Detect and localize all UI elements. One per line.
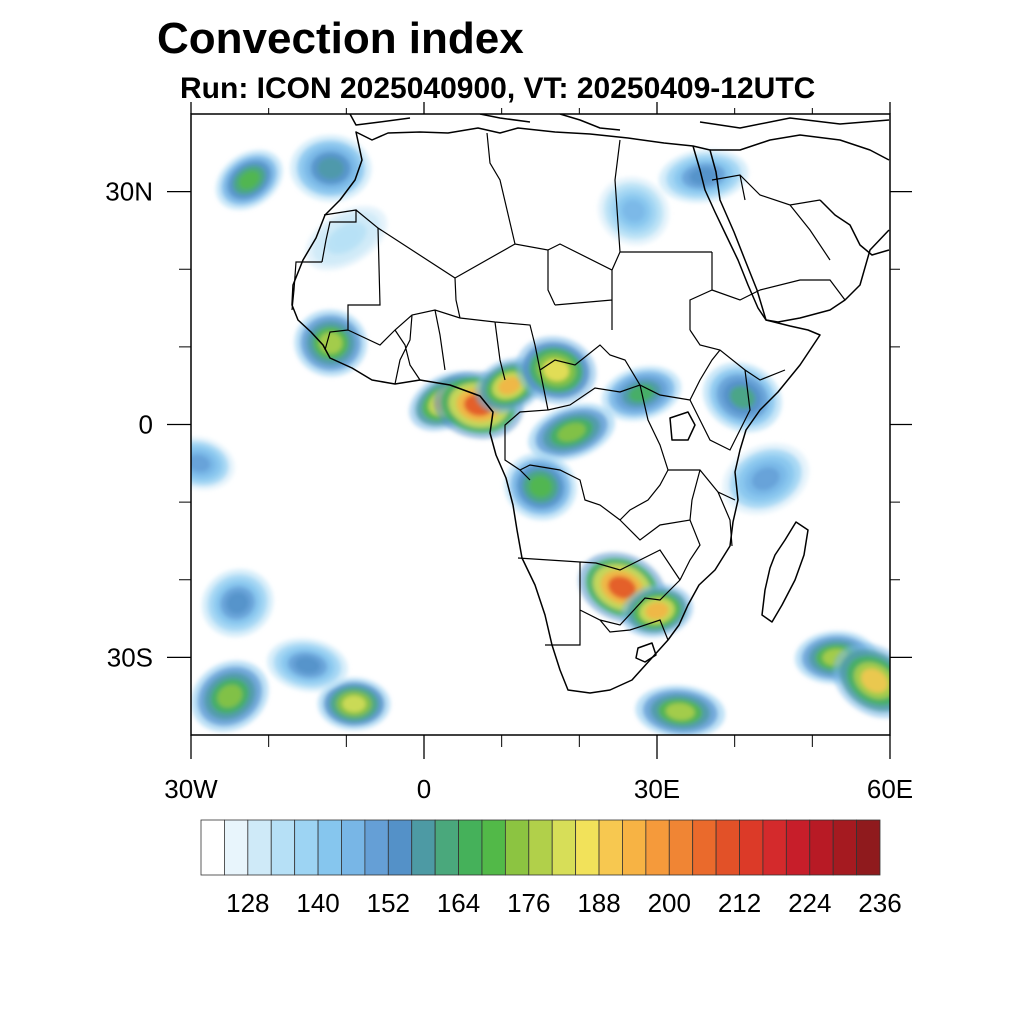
colorbar-swatch <box>762 819 787 876</box>
lesotho-border <box>635 642 657 663</box>
arabia-coastline <box>710 134 890 323</box>
colorbar-swatch <box>856 819 881 876</box>
convection-cell <box>191 660 269 732</box>
colorbar-swatch <box>832 819 857 876</box>
colorbar-label: 140 <box>296 888 339 918</box>
colorbar-swatch <box>294 819 319 876</box>
convection-cell <box>832 643 890 719</box>
north-africa-borders <box>321 132 713 330</box>
colorbar-label: 200 <box>648 888 691 918</box>
colorbar-swatch <box>224 819 249 876</box>
map-axes: 30W 0 30E 60E 30N 0 30S <box>105 102 913 804</box>
geography-lines <box>291 114 890 694</box>
gulf-coastline <box>819 199 890 256</box>
colorbar-label: 176 <box>507 888 550 918</box>
colorbar-label: 236 <box>858 888 901 918</box>
convection-cell <box>621 584 693 638</box>
lat-label: 30N <box>105 177 153 207</box>
colorbar-swatch <box>551 819 577 876</box>
convection-cell <box>215 150 283 210</box>
colorbar-swatch <box>785 819 811 876</box>
lat-label: 30S <box>107 642 153 672</box>
colorbar-swatch <box>364 819 389 876</box>
colorbar-swatch <box>668 819 694 876</box>
convection-cell <box>191 436 235 491</box>
colorbar-swatch <box>200 819 225 876</box>
colorbar-swatch <box>341 819 366 876</box>
convection-cell <box>305 206 388 271</box>
convection-cell <box>703 362 782 433</box>
colorbar-label: 128 <box>226 888 269 918</box>
colorbar-label: 152 <box>367 888 410 918</box>
colorbar-swatch <box>504 819 530 876</box>
colorbar-swatch <box>715 819 740 876</box>
west-africa-borders <box>291 261 541 385</box>
colorbar-swatch <box>434 819 459 876</box>
lon-label: 30W <box>164 774 218 804</box>
convection-cell <box>294 309 368 377</box>
lake-victoria <box>669 411 696 441</box>
colorbar-swatch <box>622 819 647 876</box>
colorbar-swatch <box>645 819 670 876</box>
convection-cell <box>290 134 372 202</box>
country-borders <box>291 132 846 646</box>
colorbar-swatch <box>458 819 483 876</box>
convection-cell <box>528 403 615 461</box>
lon-label: 60E <box>867 774 913 804</box>
africa-coastline <box>291 127 821 694</box>
colorbar-swatch <box>692 819 717 876</box>
colorbar-swatch <box>247 819 272 876</box>
colorbar: 128 140 152 164 176 188 200 212 224 236 <box>200 819 902 918</box>
colorbar-swatch <box>575 819 600 876</box>
southern-africa-borders <box>517 519 701 646</box>
colorbar-swatch <box>387 819 413 876</box>
europe-coastline <box>349 114 890 131</box>
page-title: Convection index <box>157 14 524 63</box>
colorbar-swatch <box>481 819 506 876</box>
colorbar-swatch <box>528 819 553 876</box>
colorbar-swatch <box>809 819 834 876</box>
lon-label: 0 <box>417 774 431 804</box>
convection-cell <box>201 569 274 638</box>
colorbar-label: 188 <box>577 888 620 918</box>
lon-label: 30E <box>634 774 680 804</box>
colorbar-swatch <box>317 819 342 876</box>
central-africa-borders <box>504 344 741 521</box>
convection-cell <box>317 677 391 731</box>
colorbar-swatch <box>411 819 436 876</box>
colorbar-swatch <box>270 819 296 876</box>
colorbar-label: 212 <box>718 888 761 918</box>
colorbar-swatch <box>598 819 623 876</box>
colorbar-label: 164 <box>437 888 480 918</box>
convection-cell <box>635 685 726 735</box>
lat-label: 0 <box>139 410 153 440</box>
east-africa-borders <box>668 329 786 547</box>
colorbar-label: 224 <box>788 888 831 918</box>
colorbar-swatch <box>739 819 764 876</box>
middle-east-borders <box>711 174 846 301</box>
madagascar-coastline <box>761 521 809 623</box>
convection-field <box>191 134 890 735</box>
run-subtitle: Run: ICON 2025040900, VT: 20250409-12UTC <box>180 72 816 105</box>
convection-cell <box>722 443 809 515</box>
convection-cell <box>658 149 749 203</box>
red-sea-coastline <box>692 145 767 321</box>
convection-cell <box>267 638 348 692</box>
